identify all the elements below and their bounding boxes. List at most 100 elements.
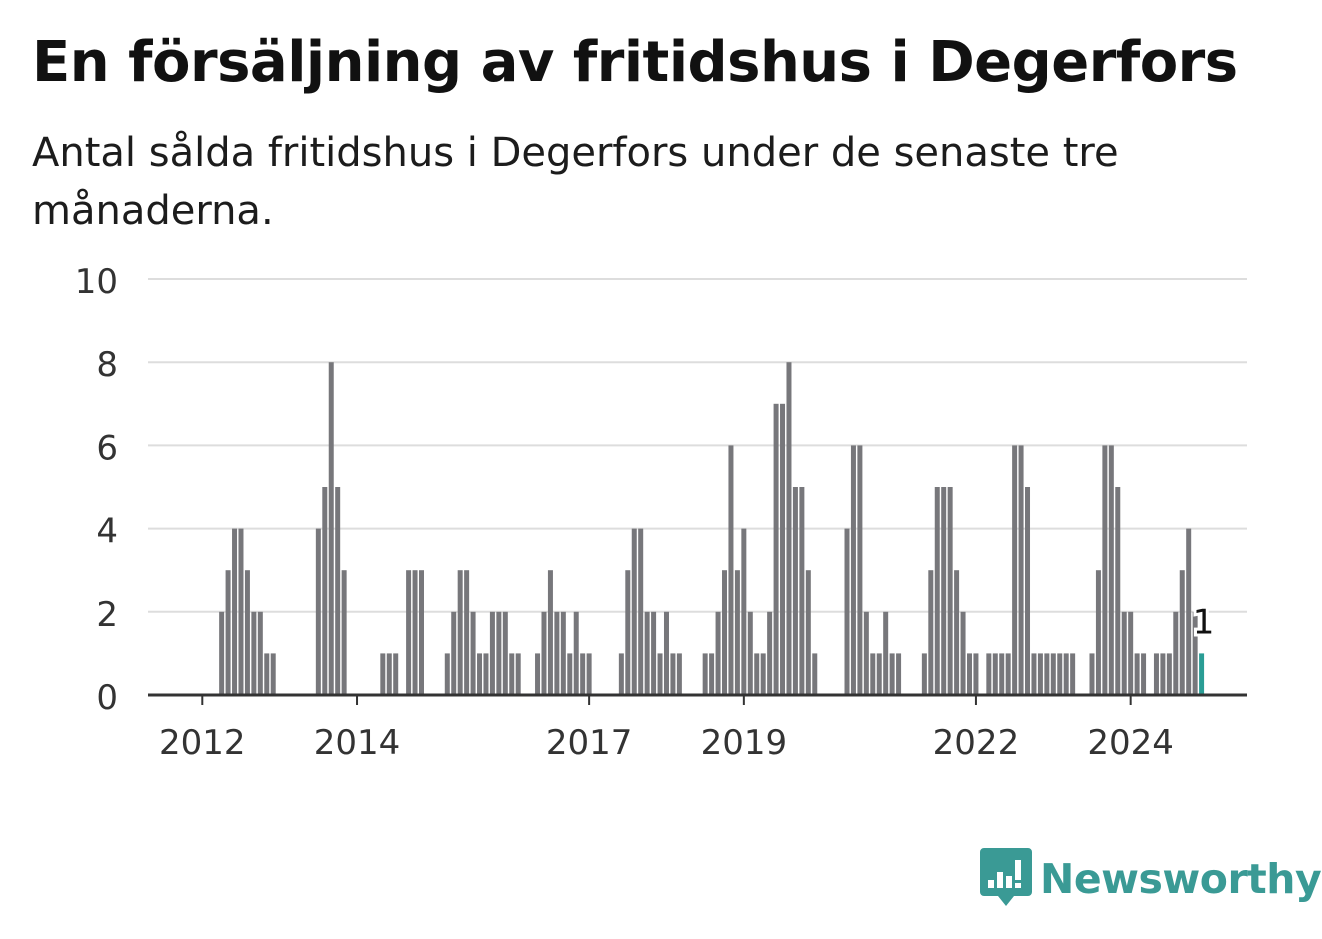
bar [1005, 653, 1011, 695]
bar [657, 653, 663, 695]
y-tick-label: 2 [96, 595, 118, 635]
bar [1037, 653, 1043, 695]
bar [676, 653, 682, 695]
bar [792, 487, 798, 695]
bar [786, 362, 792, 695]
bar [393, 653, 399, 695]
bar [451, 611, 457, 695]
bar [1166, 653, 1172, 695]
bar [876, 653, 882, 695]
bar [1018, 445, 1024, 695]
bar [315, 528, 321, 695]
y-axis-ticks: 0 2 4 6 8 10 [75, 262, 118, 718]
bar [999, 653, 1005, 695]
bar [270, 653, 276, 695]
bar [560, 611, 566, 695]
y-tick-label: 8 [96, 345, 118, 385]
bar [328, 362, 334, 695]
bar [954, 570, 960, 695]
y-tick-label: 6 [96, 428, 118, 468]
bar [1044, 653, 1050, 695]
bar [992, 653, 998, 695]
bar [973, 653, 979, 695]
bar [264, 653, 270, 695]
newsworthy-logo-text: Newsworthy [1040, 855, 1322, 903]
bar [496, 611, 502, 695]
bar [883, 611, 889, 695]
bar [631, 528, 637, 695]
bar [238, 528, 244, 695]
bar [412, 570, 418, 695]
bar [554, 611, 560, 695]
bar [541, 611, 547, 695]
bar [799, 487, 805, 695]
bar [1186, 528, 1192, 695]
bar [244, 570, 250, 695]
bar [844, 528, 850, 695]
x-tick-label: 2014 [314, 723, 401, 763]
bars [148, 362, 1247, 697]
bar [515, 653, 521, 695]
bar [1012, 445, 1018, 695]
bar [986, 653, 992, 695]
bar [444, 653, 450, 695]
bar [573, 611, 579, 695]
bar [489, 611, 495, 695]
bar [644, 611, 650, 695]
bar [728, 445, 734, 695]
bar [966, 653, 972, 695]
bar [1173, 611, 1179, 695]
bar [386, 653, 392, 695]
bar [1108, 445, 1114, 695]
bar [850, 445, 856, 695]
highlight-value-label: 1 [1193, 602, 1215, 642]
bar [870, 653, 876, 695]
bar [928, 570, 934, 695]
bar [406, 570, 412, 695]
bar [734, 570, 740, 695]
bar [780, 403, 786, 695]
bar [225, 570, 231, 695]
bar [580, 653, 586, 695]
bar [1102, 445, 1108, 695]
bar [1128, 611, 1134, 695]
bar [1025, 487, 1031, 695]
y-tick-label: 10 [75, 262, 118, 302]
bar [934, 487, 940, 695]
bar [586, 653, 592, 695]
bar-chart: 0 2 4 6 8 10 2012 2014 2017 2019 2022 2024 1 [75, 262, 1247, 763]
bar [1070, 653, 1076, 695]
y-tick-label: 4 [96, 512, 118, 552]
bar [464, 570, 470, 695]
bar [921, 653, 927, 695]
x-axis-ticks: 2012 2014 2017 2019 2022 2024 [159, 695, 1174, 763]
bar [1031, 653, 1037, 695]
chart-subtitle: Antal sålda fritidshus i Degerfors under… [32, 130, 1119, 234]
bar [805, 570, 811, 695]
bar [625, 570, 631, 695]
bar [747, 611, 753, 695]
bar [722, 570, 728, 695]
bar [741, 528, 747, 695]
bar [812, 653, 818, 695]
bar [715, 611, 721, 695]
annotations: 1 [1190, 599, 1218, 645]
bar [1050, 653, 1056, 695]
bar [618, 653, 624, 695]
newsworthy-logo-icon [980, 848, 1032, 906]
bar [1153, 653, 1159, 695]
bar [663, 611, 669, 695]
gridlines [148, 278, 1247, 613]
newsworthy-logo: Newsworthy [980, 848, 1322, 910]
bar [1057, 653, 1063, 695]
bar [896, 653, 902, 695]
x-tick-label: 2019 [701, 723, 788, 763]
bar [760, 653, 766, 695]
bar [502, 611, 508, 695]
bar [483, 653, 489, 695]
bar [322, 487, 328, 695]
bar [477, 653, 483, 695]
x-tick-label: 2017 [546, 723, 633, 763]
bar [1089, 653, 1095, 695]
bar [863, 611, 869, 695]
